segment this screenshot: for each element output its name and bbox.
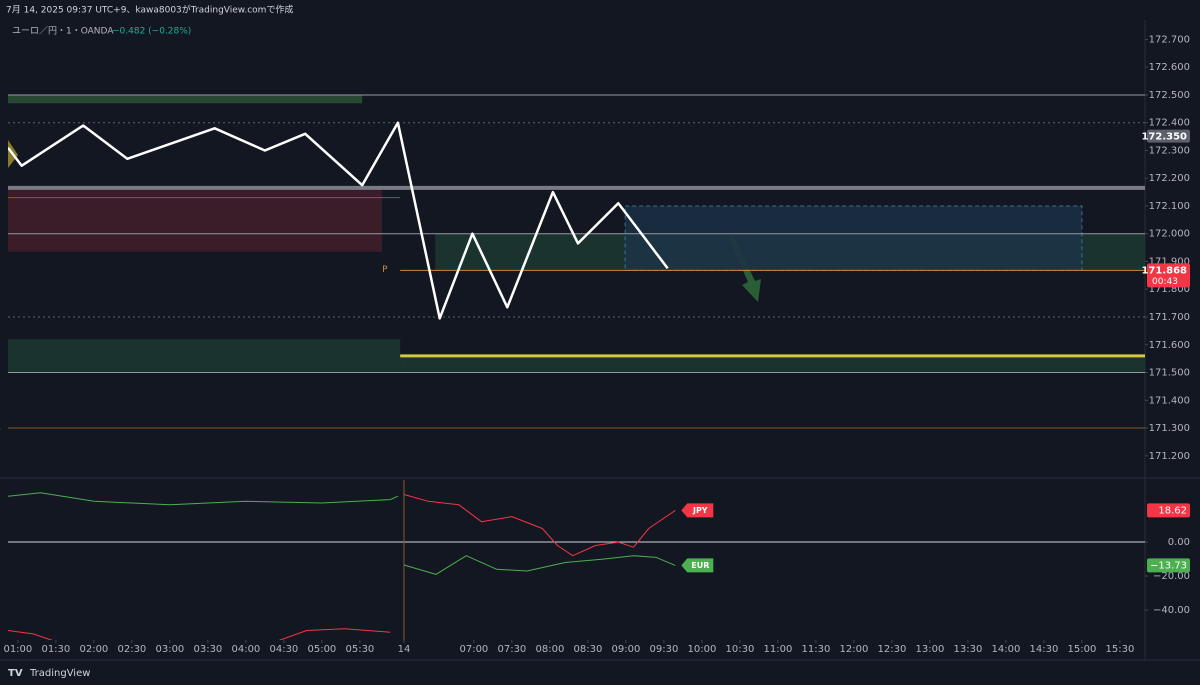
price-label-box [1147,263,1190,288]
zone [400,355,1145,373]
y-tick-label: 172.700 [1149,34,1190,45]
y-tick-label: −40.00 [1153,605,1190,616]
value-label-box [1147,558,1190,573]
x-tick-label: 11:30 [801,644,830,655]
x-tick-label: 14:00 [992,644,1021,655]
x-tick-label: 10:30 [725,644,754,655]
y-tick-label: 171.500 [1149,368,1190,379]
y-tick-label: 172.000 [1149,229,1190,240]
series-line [8,494,676,640]
x-tick-label: 15:00 [1068,644,1097,655]
x-tick-label: 14 [398,644,411,655]
x-tick-label: 12:00 [839,644,868,655]
y-tick-label: 172.300 [1149,145,1190,156]
zone [8,339,401,373]
x-tick-label: 13:30 [953,644,982,655]
price-label: 171.868 [1141,265,1187,276]
value-label: 18.62 [1158,505,1187,516]
x-tick-label: 01:30 [41,644,70,655]
x-tick-label: 02:00 [79,644,108,655]
x-tick-label: 15:30 [1106,644,1135,655]
x-tick-label: 13:00 [915,644,944,655]
zone [8,94,363,104]
y-tick-label: 172.600 [1149,62,1190,73]
x-tick-label: 05:00 [307,644,336,655]
value-label: −13.73 [1150,560,1187,571]
logo: TV [8,668,23,679]
x-tick-label: 03:00 [155,644,184,655]
x-tick-label: 14:30 [1030,644,1059,655]
price-label: 172.350 [1141,132,1187,143]
change: −0.482 (−0.28%) [112,27,191,37]
x-tick-label: 04:30 [269,644,298,655]
x-tick-label: 10:00 [687,644,716,655]
y-tick-label: 171.200 [1149,451,1190,462]
symbol: ユーロ／円・1・OANDA [12,26,114,37]
y-tick-label: −20.00 [1153,571,1190,582]
x-tick-label: 03:30 [193,644,222,655]
x-tick-label: 01:00 [3,644,32,655]
price-label-box [1147,129,1190,143]
plot: 01:00 01:30 02:00 02:30 03:00 03:30 04:00 04:30… [0,34,1190,655]
y-tick-label: 171.700 [1149,312,1190,323]
caption: 7月 14, 2025 09:37 UTC+9、kawa8003がTrading… [6,4,293,16]
pane [8,480,1145,640]
series-tag [681,503,714,518]
y-tick-label: 172.500 [1149,90,1190,101]
legend-label: JPY [692,506,708,515]
y-tick-label: 172.400 [1149,118,1190,129]
series-line [8,492,676,575]
y-tick-label: 172.200 [1149,173,1190,184]
pane [8,94,1145,429]
countdown: 00:43 [1152,277,1178,287]
x-tick-label: 08:00 [535,644,564,655]
y-tick-label: 171.300 [1149,423,1190,434]
y-tick-label: 171.800 [1149,284,1190,295]
x-tick-label: 12:30 [877,644,906,655]
x-tick-label: 08:30 [573,644,602,655]
y-tick-label: 171.400 [1149,395,1190,406]
x-tick-label: 05:30 [345,644,374,655]
x-tick-label: 02:30 [117,644,146,655]
y-tick-label: 172.100 [1149,201,1190,212]
zone [624,205,1083,271]
value-label-box [1147,503,1190,518]
x-tick-label: 07:00 [459,644,488,655]
y-tick-label: 0.00 [1168,537,1190,548]
legend-label: EUR [691,561,709,570]
x-tick-label: 07:30 [497,644,526,655]
level-label: P [382,265,388,275]
y-tick-label: 171.900 [1149,256,1190,267]
x-tick-label: 09:00 [611,644,640,655]
series-tag [681,558,714,573]
x-tick-label: 04:00 [231,644,260,655]
zone [8,187,382,252]
x-tick-label: 11:00 [763,644,792,655]
x-tick-label: 09:30 [649,644,678,655]
level-label: S1 [0,423,1,433]
series-line [8,121,669,320]
y-tick-label: 171.600 [1149,340,1190,351]
brand: TradingView [29,668,90,679]
